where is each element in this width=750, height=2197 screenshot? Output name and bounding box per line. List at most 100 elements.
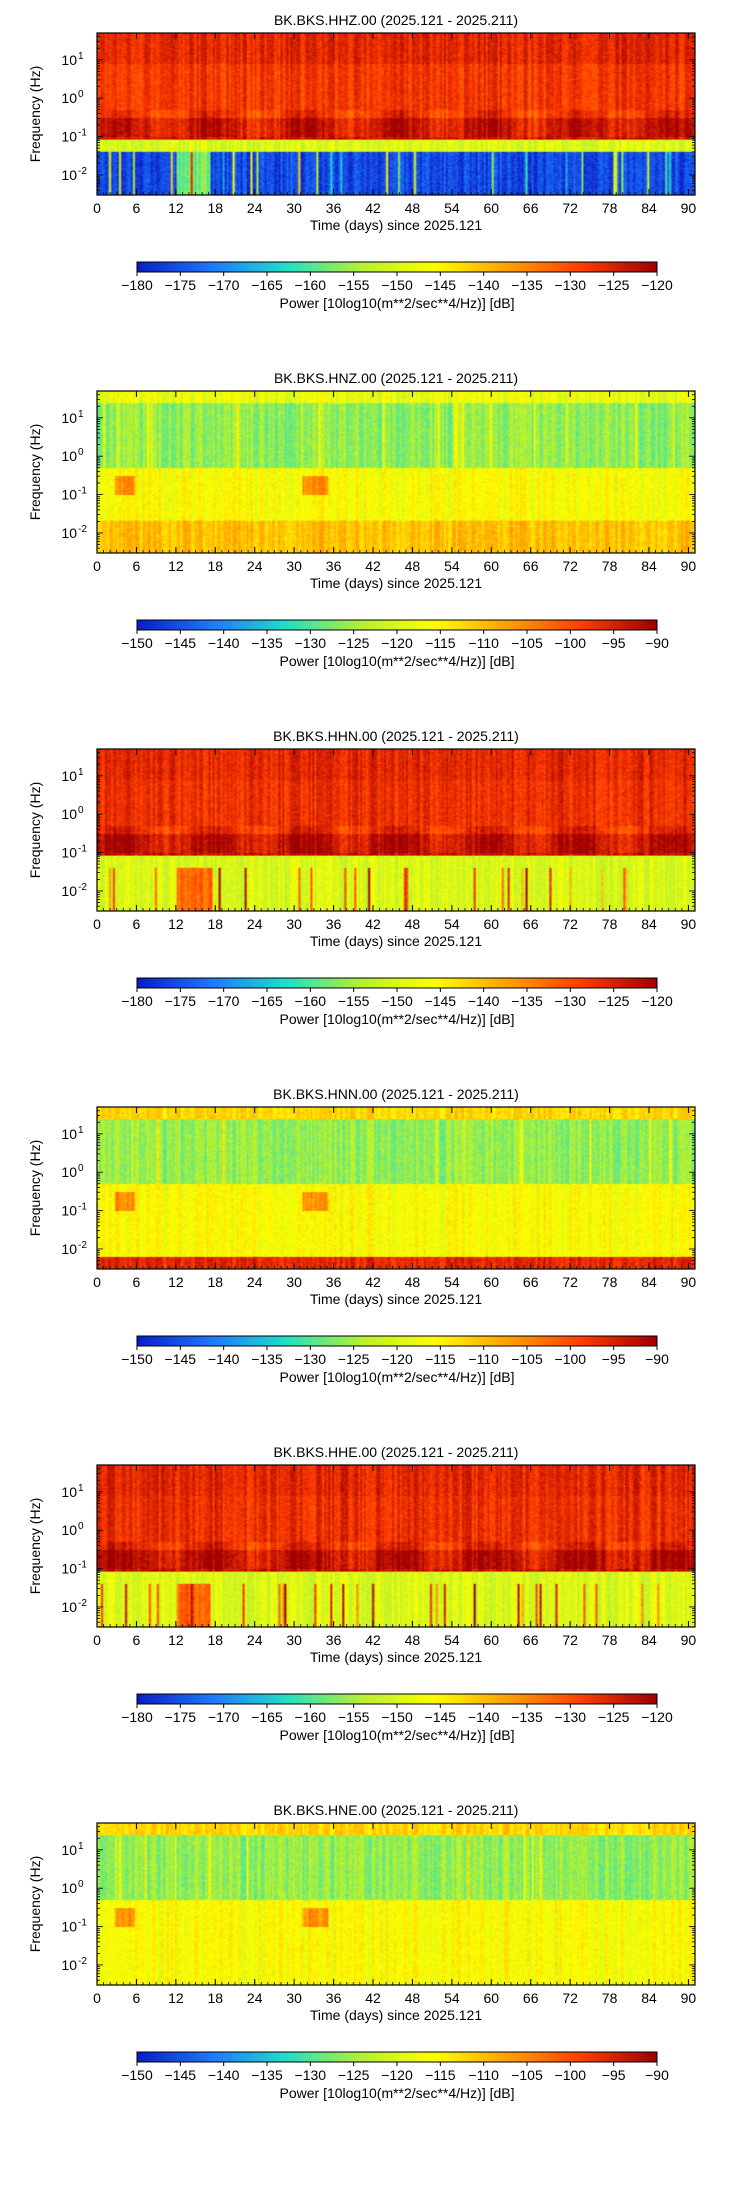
x-tick-label: 66: [523, 1274, 539, 1290]
x-tick-label: 72: [562, 558, 578, 574]
colorbar-tick-label: −130: [555, 1709, 587, 1725]
y-tick-label: 10: [61, 1957, 77, 1973]
colorbar-gradient: [137, 262, 657, 272]
x-tick-label: 0: [93, 200, 101, 216]
colorbar-tick-label: −175: [165, 1709, 197, 1725]
y-tick-base: 10: [61, 1842, 77, 1858]
x-tick-label: 18: [207, 1274, 223, 1290]
y-tick-base: 10: [61, 883, 77, 899]
x-tick-label: 12: [168, 200, 184, 216]
colorbar-label: Power [10log10(m**2/sec**4/Hz)] [dB]: [280, 2085, 515, 2101]
x-tick-label: 42: [365, 200, 381, 216]
colorbar-gradient: [137, 620, 657, 630]
colorbar-tick-label: −125: [598, 1709, 630, 1725]
colorbar-tick-label: −115: [425, 1351, 456, 1367]
colorbar-tick-label: −170: [208, 277, 240, 293]
y-tick-exponent: 0: [78, 89, 84, 100]
colorbar-tick-label: −120: [641, 993, 673, 1009]
x-tick-label: 42: [365, 1274, 381, 1290]
y-tick-base: 10: [61, 1126, 77, 1142]
spectrogram-panel: BK.BKS.HHZ.00 (2025.121 - 2025.211) 0 6 12 1…: [0, 0, 750, 355]
y-tick-exponent: -1: [78, 1560, 87, 1571]
x-tick-label: 72: [562, 916, 578, 932]
spectrogram-heatmap: [97, 1823, 695, 1985]
chart-title: BK.BKS.HHE.00 (2025.121 - 2025.211): [274, 1444, 519, 1460]
colorbar-tick-label: −180: [121, 1709, 153, 1725]
x-tick-label: 18: [207, 1632, 223, 1648]
x-tick-label: 30: [286, 1990, 302, 2006]
y-tick-base: 10: [61, 487, 77, 503]
y-tick-label: 10: [61, 90, 77, 106]
y-tick-label: 10: [61, 525, 77, 541]
colorbar-tick-label: −145: [425, 277, 457, 293]
colorbar-tick-label: −135: [511, 993, 543, 1009]
y-tick-exponent: -2: [78, 166, 87, 177]
x-tick-label: 0: [93, 1632, 101, 1648]
x-tick-label: 48: [405, 1274, 421, 1290]
colorbar-tick-label: −90: [645, 1351, 669, 1367]
x-tick-label: 54: [444, 558, 460, 574]
x-tick-label: 54: [444, 1632, 460, 1648]
y-tick-base: 10: [61, 1241, 77, 1257]
spectrogram-svg: BK.BKS.HHN.00 (2025.121 - 2025.211) 0 6 12 1…: [27, 728, 696, 1027]
colorbar-tick-label: −155: [338, 1709, 370, 1725]
x-tick-label: 0: [93, 558, 101, 574]
y-tick-label: 10: [61, 1842, 77, 1858]
x-tick-label: 6: [133, 1990, 141, 2006]
colorbar-tick-label: −130: [295, 2067, 327, 2083]
plot-frame: [96, 1464, 696, 1628]
colorbar-tick-label: −160: [295, 1709, 327, 1725]
colorbar-tick-label: −115: [425, 635, 456, 651]
x-tick-label: 6: [133, 1274, 141, 1290]
x-tick-label: 78: [602, 200, 618, 216]
x-tick-label: 24: [247, 558, 263, 574]
colorbar-tick-label: −135: [511, 277, 543, 293]
y-axis-label: Frequency (Hz): [27, 782, 43, 878]
x-tick-label: 0: [93, 1274, 101, 1290]
x-tick-label: 18: [207, 1990, 223, 2006]
x-tick-label: 6: [133, 200, 141, 216]
colorbar-tick-label: −145: [165, 635, 197, 651]
y-tick-label: 10: [61, 52, 77, 68]
x-tick-label: 30: [286, 1632, 302, 1648]
chart-title: BK.BKS.HHZ.00 (2025.121 - 2025.211): [274, 12, 518, 28]
colorbar-tick-label: −140: [468, 993, 500, 1009]
y-tick-base: 10: [61, 806, 77, 822]
colorbar-tick-label: −105: [511, 2067, 543, 2083]
spectrogram-svg: BK.BKS.HNZ.00 (2025.121 - 2025.211) 0 6 12 1…: [27, 370, 696, 669]
y-tick-base: 10: [61, 410, 77, 426]
colorbar-gradient: [137, 1694, 657, 1704]
colorbar-tick-label: −140: [468, 277, 500, 293]
x-tick-label: 90: [681, 1990, 697, 2006]
colorbar-tick-label: −110: [468, 2067, 499, 2083]
colorbar-tick-label: −145: [165, 2067, 197, 2083]
y-tick-label: 10: [61, 410, 77, 426]
colorbar-tick-label: −155: [338, 993, 370, 1009]
colorbar-tick-label: −105: [511, 1351, 543, 1367]
x-tick-label: 72: [562, 200, 578, 216]
x-axis-label: Time (days) since 2025.121: [310, 217, 482, 233]
colorbar-tick-label: −165: [251, 277, 283, 293]
y-tick-base: 10: [61, 129, 77, 145]
y-tick-exponent: -1: [78, 1918, 87, 1929]
x-tick-label: 0: [93, 1990, 101, 2006]
x-axis-label: Time (days) since 2025.121: [310, 1649, 482, 1665]
x-tick-label: 66: [523, 1632, 539, 1648]
x-tick-label: 12: [168, 1274, 184, 1290]
y-tick-exponent: 1: [78, 409, 84, 420]
colorbar-tick-label: −150: [121, 2067, 153, 2083]
colorbar-tick-label: −165: [251, 1709, 283, 1725]
x-tick-label: 36: [326, 1990, 342, 2006]
y-axis-label: Frequency (Hz): [27, 1498, 43, 1594]
colorbar-tick-label: −150: [121, 635, 153, 651]
colorbar-tick-label: −95: [602, 1351, 626, 1367]
spectrogram-panel: BK.BKS.HNZ.00 (2025.121 - 2025.211) 0 6 12 1…: [0, 358, 750, 713]
x-tick-label: 12: [168, 558, 184, 574]
y-tick-label: 10: [61, 1561, 77, 1577]
y-tick-label: 10: [61, 167, 77, 183]
spectrogram-heatmap: [97, 391, 695, 553]
x-tick-label: 24: [247, 916, 263, 932]
x-axis-label: Time (days) since 2025.121: [310, 933, 482, 949]
x-tick-label: 18: [207, 200, 223, 216]
colorbar-tick-label: −135: [251, 1351, 283, 1367]
